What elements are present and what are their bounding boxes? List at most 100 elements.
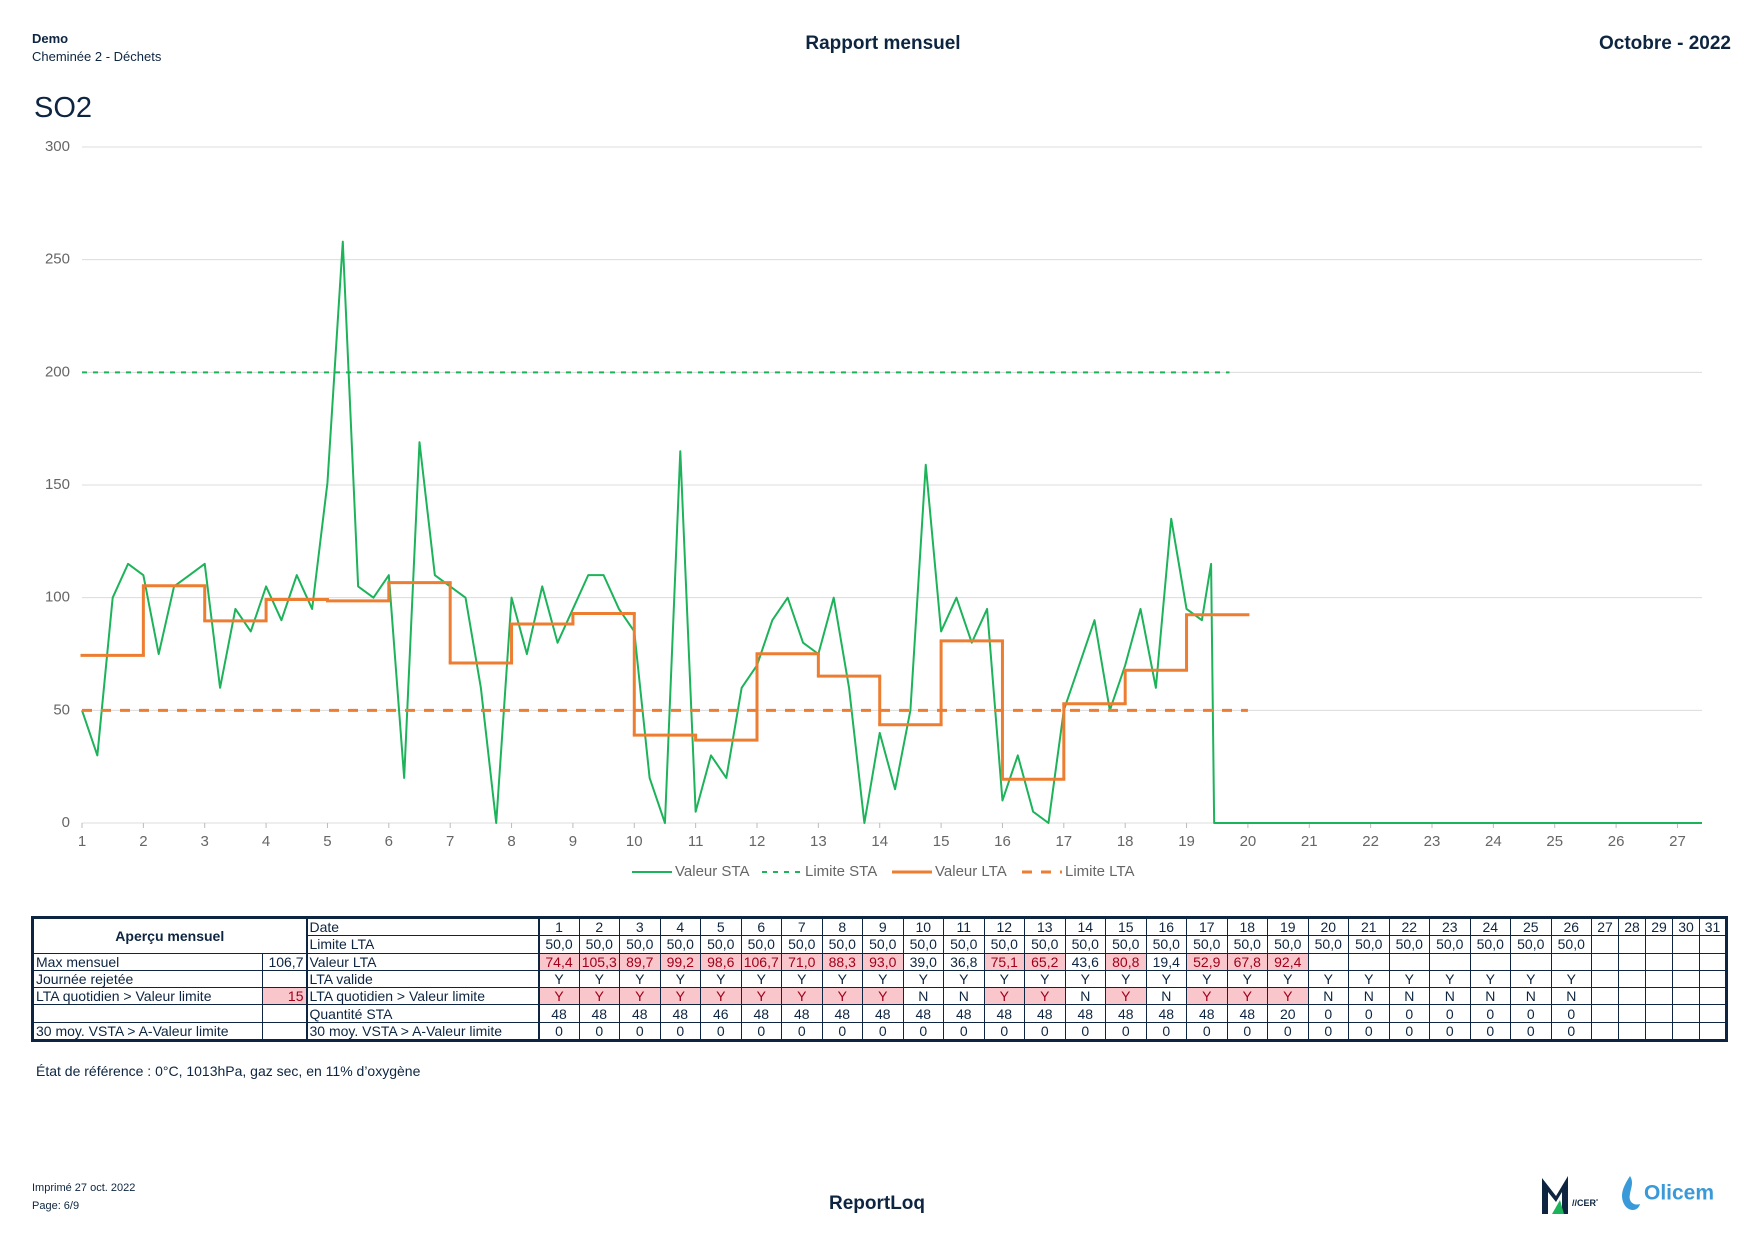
day-cell: 80,8 (1105, 952, 1147, 971)
day-cell: 50,0 (740, 935, 782, 954)
day-cell: 0 (700, 1021, 742, 1042)
day-cell: 20 (1267, 1004, 1309, 1023)
day-cell: N (1469, 987, 1511, 1006)
y-tick-label: 0 (62, 814, 70, 831)
day-cell (1645, 1021, 1673, 1042)
x-tick-label: 19 (1178, 833, 1195, 850)
overview-value: 106,7 (262, 952, 307, 971)
day-header: 17 (1186, 916, 1228, 937)
day-cell (1618, 952, 1646, 971)
day-cell (1591, 952, 1619, 971)
day-cell: 48 (1064, 1004, 1106, 1023)
day-cell (1699, 935, 1727, 954)
day-cell: 0 (1550, 1004, 1592, 1023)
day-cell: 105,3 (578, 952, 620, 971)
day-cell: 0 (821, 1021, 863, 1042)
day-cell: Y (700, 987, 742, 1006)
day-cell: 50,0 (700, 935, 742, 954)
day-cell: Y (659, 969, 701, 989)
overview-value (262, 1021, 307, 1042)
day-cell: 0 (659, 1021, 701, 1042)
day-cell: N (1064, 987, 1106, 1006)
day-header: 18 (1226, 916, 1268, 937)
row-label: LTA valide (305, 969, 540, 989)
olicem-logo: Olicem (1622, 1176, 1714, 1210)
day-header: 13 (1024, 916, 1066, 937)
day-cell (1618, 987, 1646, 1006)
cert-logo: //CERT (1542, 1176, 1598, 1214)
x-tick-label: 21 (1301, 833, 1318, 850)
day-cell: Y (1024, 987, 1066, 1006)
day-cell: Y (862, 987, 904, 1006)
day-cell: Y (619, 987, 661, 1006)
y-tick-label: 250 (45, 251, 70, 268)
day-header: 6 (740, 916, 782, 937)
reference-note: État de référence : 0°C, 1013hPa, gaz se… (36, 1063, 421, 1079)
x-tick-label: 5 (323, 833, 331, 850)
source: Cheminée 2 - Déchets (32, 49, 162, 64)
overview-title: Aperçu mensuel (32, 917, 307, 954)
x-tick-label: 27 (1669, 833, 1686, 850)
day-cell: 0 (740, 1021, 782, 1042)
legend-label: Valeur STA (675, 863, 749, 880)
day-cell: 50,0 (1469, 935, 1511, 954)
day-cell: Y (1469, 969, 1511, 989)
day-cell: Y (1064, 969, 1106, 989)
day-cell: Y (1024, 969, 1066, 989)
day-cell: Y (1105, 969, 1147, 989)
day-cell: 98,6 (700, 952, 742, 971)
row-label: Limite LTA (305, 935, 540, 954)
day-cell: 50,0 (1429, 935, 1471, 954)
day-cell: Y (1267, 969, 1309, 989)
day-cell: N (902, 987, 944, 1006)
day-cell: 0 (1348, 1004, 1390, 1023)
overview-label: Max mensuel (32, 952, 263, 971)
day-cell: Y (943, 969, 985, 989)
day-cell: 0 (1429, 1004, 1471, 1023)
day-cell: 50,0 (1348, 935, 1390, 954)
day-cell: 71,0 (781, 952, 823, 971)
overview-label: Journée rejetée (32, 969, 263, 989)
day-cell: 50,0 (1145, 935, 1187, 954)
day-cell: 39,0 (902, 952, 944, 971)
day-cell: Y (538, 969, 580, 989)
day-cell (1699, 987, 1727, 1006)
day-cell: 50,0 (821, 935, 863, 954)
day-header: 7 (781, 916, 823, 937)
day-cell: 0 (1469, 1021, 1511, 1042)
day-cell: Y (821, 987, 863, 1006)
day-cell: N (1510, 987, 1552, 1006)
day-cell: 50,0 (1186, 935, 1228, 954)
day-cell: 0 (943, 1021, 985, 1042)
day-cell (1550, 952, 1592, 971)
day-cell: 0 (1550, 1021, 1592, 1042)
day-cell: Y (902, 969, 944, 989)
overview-value: 15 (262, 987, 307, 1006)
day-cell: 19,4 (1145, 952, 1187, 971)
day-cell: Y (619, 969, 661, 989)
day-cell: 48 (740, 1004, 782, 1023)
x-tick-label: 9 (569, 833, 577, 850)
olicem-text: Olicem (1644, 1182, 1714, 1205)
day-cell: 0 (1105, 1021, 1147, 1042)
day-cell: 50,0 (1226, 935, 1268, 954)
day-cell: 48 (619, 1004, 661, 1023)
table-row: LTA quotidien > Valeur limite 15 LTA quoti… (32, 987, 1727, 1006)
day-cell: 50,0 (1105, 935, 1147, 954)
day-cell: 48 (983, 1004, 1025, 1023)
table-row: Max mensuel 106,7 Valeur LTA 74,4 105,3 89,7 9… (32, 952, 1727, 971)
day-header: 16 (1145, 916, 1187, 937)
day-cell (1645, 952, 1673, 971)
day-cell: Y (1186, 987, 1228, 1006)
day-cell: 0 (983, 1021, 1025, 1042)
legend-label: Limite LTA (1065, 863, 1134, 880)
cert-text: //CERT (1572, 1198, 1598, 1208)
day-header: 28 (1618, 916, 1646, 937)
day-cell (1591, 935, 1619, 954)
day-cell: 75,1 (983, 952, 1025, 971)
overview-value (262, 969, 307, 989)
day-cell: N (943, 987, 985, 1006)
day-cell: 48 (821, 1004, 863, 1023)
day-cell: 48 (902, 1004, 944, 1023)
